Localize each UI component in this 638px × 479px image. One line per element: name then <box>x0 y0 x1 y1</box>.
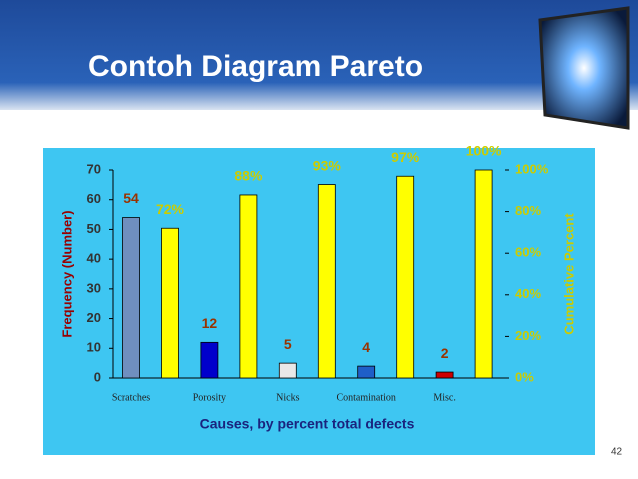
data-label: 100% <box>466 143 502 159</box>
data-label: 12 <box>202 315 218 331</box>
y2-tick-label: 20% <box>515 328 541 343</box>
y2-tick-label: 80% <box>515 203 541 218</box>
x-axis-title: Causes, by percent total defects <box>200 416 415 432</box>
x-tick-label: Contamination <box>336 392 395 403</box>
bar <box>317 184 336 379</box>
slide-title: Contoh Diagram Pareto <box>88 50 423 83</box>
bar <box>122 217 140 379</box>
x-tick-label: Scratches <box>112 392 150 403</box>
bar <box>396 175 415 379</box>
y2-tick-label: 100% <box>515 161 549 176</box>
data-label: 88% <box>234 168 263 184</box>
data-label: 5 <box>284 336 292 352</box>
bar <box>161 227 179 379</box>
y-tick-label: 20 <box>87 310 101 325</box>
header-image <box>538 6 630 130</box>
y-tick-label: 40 <box>87 251 101 266</box>
bar <box>200 341 219 379</box>
x-tick-label: Porosity <box>193 392 226 403</box>
y-tick-label: 30 <box>87 280 101 295</box>
y-tick-label: 60 <box>87 191 101 206</box>
x-tick-label: Misc. <box>433 392 456 403</box>
y-tick-label: 70 <box>87 161 101 176</box>
y2-tick-label: 0% <box>515 369 534 384</box>
data-label: 93% <box>313 157 342 173</box>
data-label: 54 <box>123 190 139 206</box>
y-tick-label: 0 <box>94 369 101 384</box>
bar <box>474 169 493 379</box>
data-label: 97% <box>391 149 420 165</box>
y-tick-label: 50 <box>87 221 101 236</box>
header-band <box>0 0 638 110</box>
bar <box>239 194 258 379</box>
y2-tick-label: 40% <box>515 286 541 301</box>
y2-tick-label: 60% <box>515 245 541 260</box>
y-tick-label: 10 <box>87 340 101 355</box>
data-label: 4 <box>362 339 370 355</box>
x-tick-label: Nicks <box>276 392 299 403</box>
y2-axis-title: Cumulative Percent <box>561 213 576 335</box>
bar <box>435 371 454 379</box>
data-label: 2 <box>441 345 449 361</box>
y-axis-title: Frequency (Number) <box>59 210 74 337</box>
data-label: 72% <box>156 201 185 217</box>
bar <box>278 362 297 379</box>
page-number: 42 <box>611 447 623 458</box>
bar <box>357 365 376 379</box>
